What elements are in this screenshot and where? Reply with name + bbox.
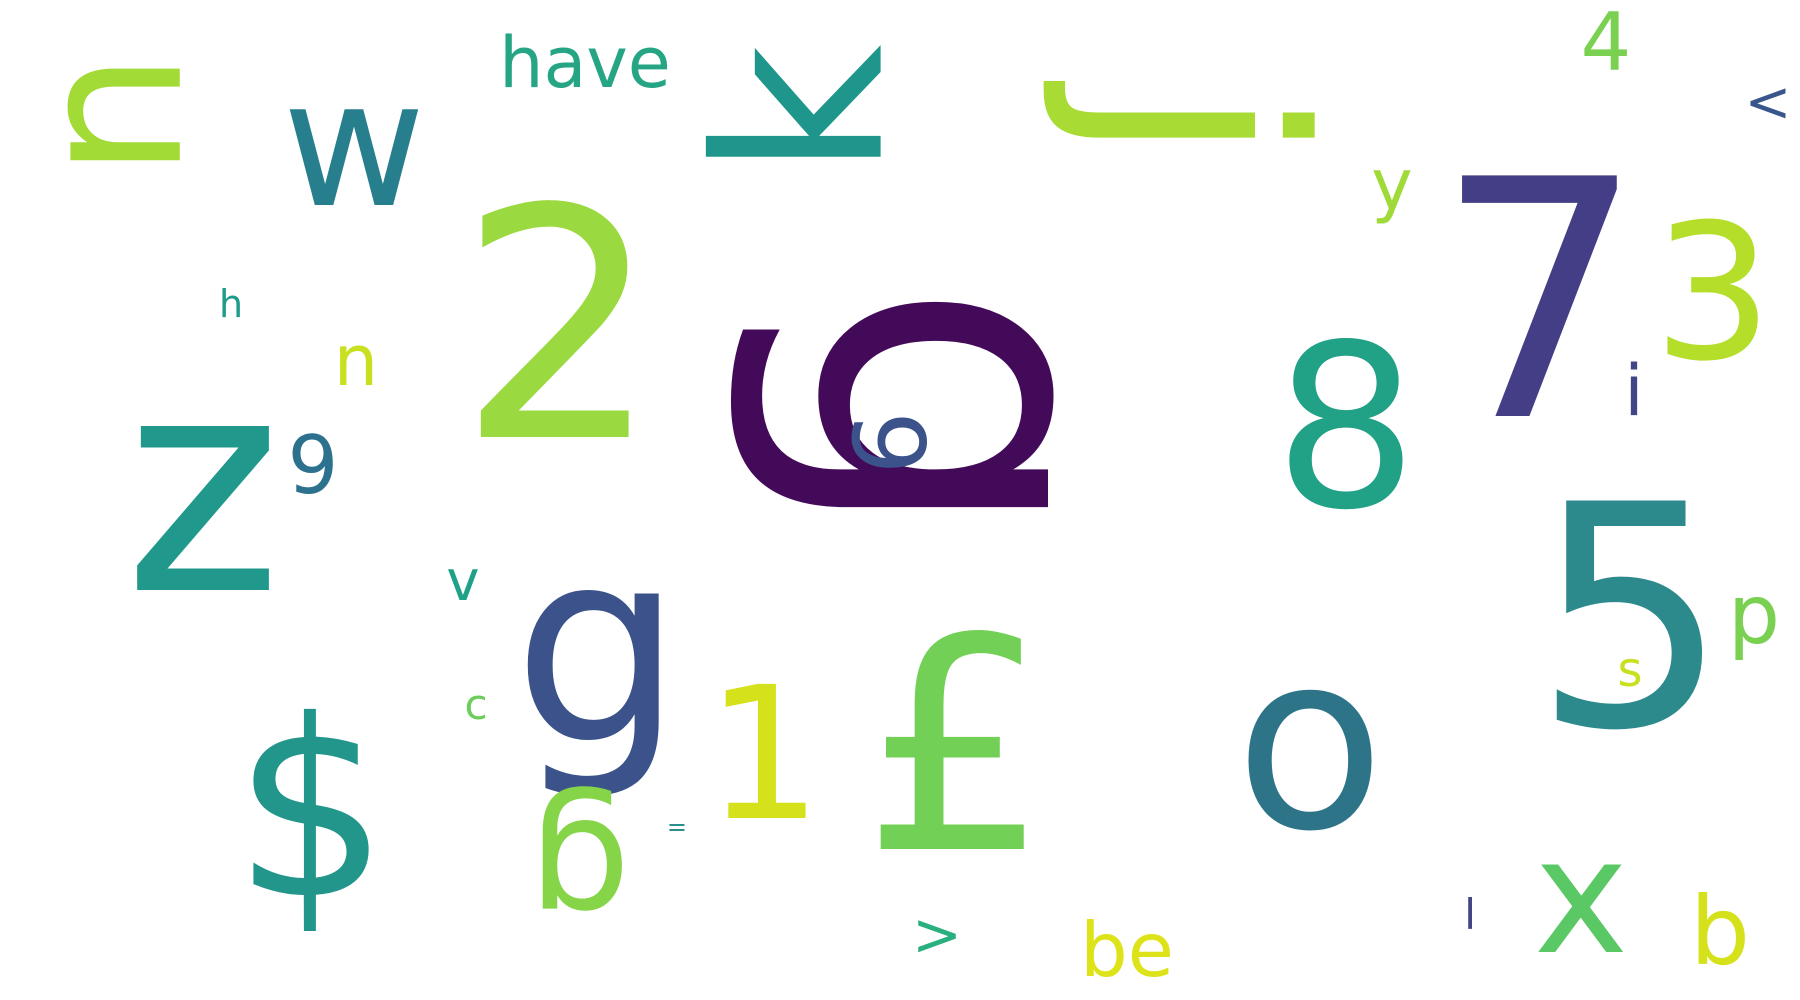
word-less-than: < <box>1744 70 1792 135</box>
word-k-rotated: k <box>668 44 936 178</box>
word-s: s <box>1617 642 1643 698</box>
word-greater-than: > <box>911 900 963 970</box>
word-equals: = <box>666 813 687 841</box>
word-n: n <box>333 320 379 402</box>
word-z: z <box>124 312 282 661</box>
word-h: h <box>219 282 244 326</box>
word-v: v <box>446 549 480 614</box>
word-be: be <box>1080 905 1174 994</box>
word-1: 1 <box>705 648 823 862</box>
word-9-rotated: 9 <box>829 411 946 475</box>
word-4: 4 <box>1580 0 1632 89</box>
word-have: have <box>499 22 671 104</box>
word-c: c <box>464 680 488 729</box>
word-b: b <box>1690 876 1750 987</box>
word-9: 9 <box>287 419 339 512</box>
word-dollar: $ <box>233 667 389 953</box>
word-2: 2 <box>457 141 661 513</box>
word-u-rotated: u <box>21 51 255 179</box>
word-g-large-rotated: g <box>717 278 1207 546</box>
word-y: y <box>1371 144 1413 226</box>
word-g-blue: g <box>513 492 683 805</box>
word-j-rotated: j <box>1034 86 1361 164</box>
word-pound: £ <box>862 574 1050 919</box>
word-l: l <box>1464 890 1476 939</box>
word-o: o <box>1235 599 1385 885</box>
word-p: p <box>1728 568 1780 663</box>
word-g-upside-down: g <box>527 781 631 969</box>
word-w: w <box>282 43 426 247</box>
word-3: 3 <box>1653 184 1773 403</box>
word-8: 8 <box>1274 296 1418 560</box>
word-x: x <box>1533 803 1629 990</box>
word-i: i <box>1624 350 1644 432</box>
word-5: 5 <box>1533 439 1729 798</box>
word-7: 7 <box>1435 110 1645 494</box>
